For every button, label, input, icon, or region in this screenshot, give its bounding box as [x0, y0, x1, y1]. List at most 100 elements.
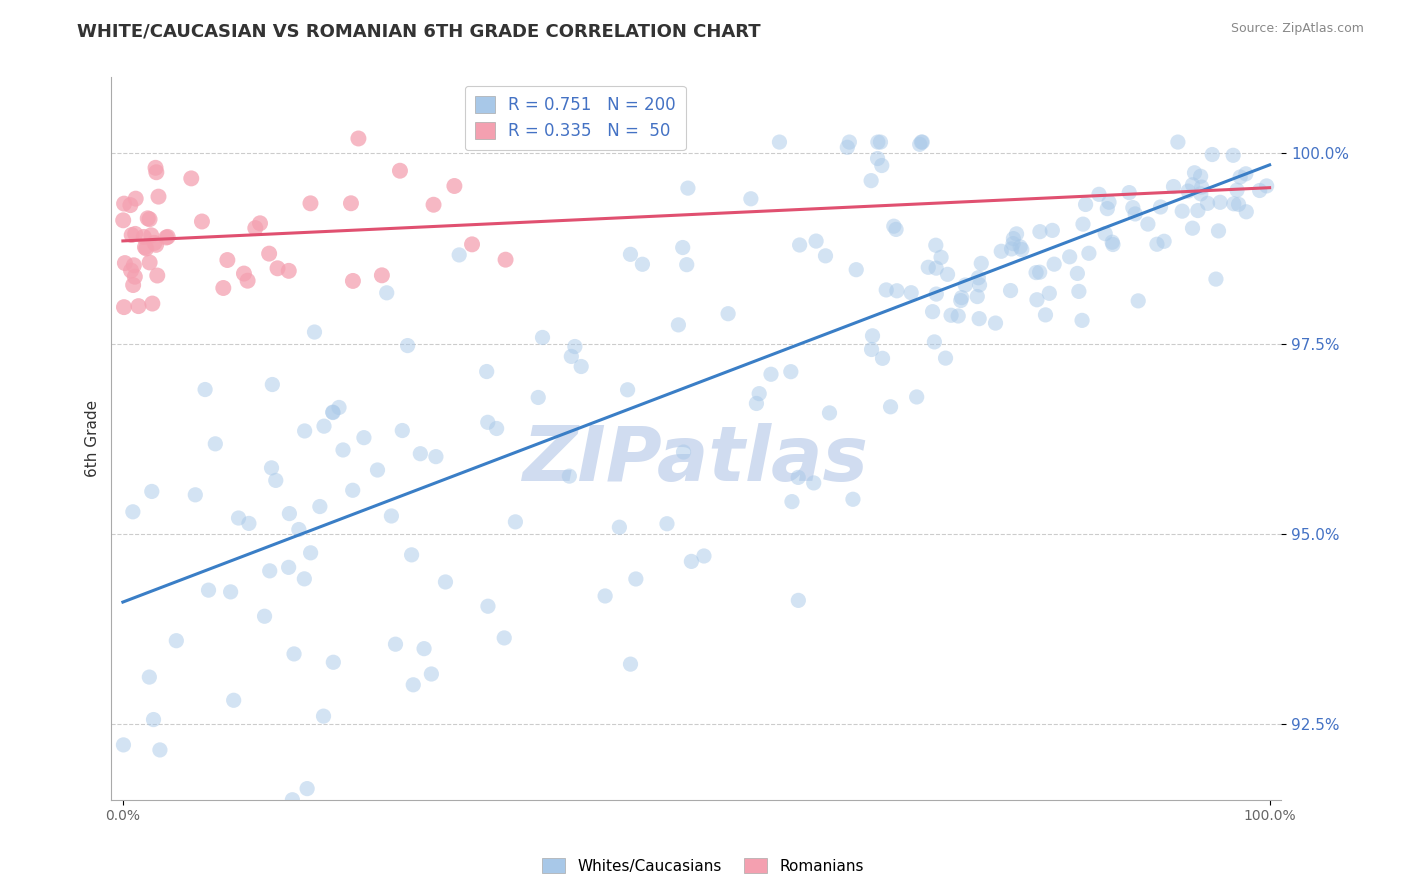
Point [1222, 148, 1244, 162]
Point [141, 484, 163, 499]
Point [966, 289, 988, 303]
Point [1227, 197, 1250, 211]
Point [443, 179, 465, 194]
Point [1191, 180, 1213, 194]
Point [238, 516, 260, 531]
Point [312, 709, 335, 723]
Text: WHITE/CAUCASIAN VS ROMANIAN 6TH GRADE CORRELATION CHART: WHITE/CAUCASIAN VS ROMANIAN 6TH GRADE CO… [77, 22, 761, 40]
Point [425, 450, 447, 464]
Point [1074, 197, 1097, 211]
Point [1002, 236, 1025, 251]
Point [842, 492, 865, 507]
Point [1094, 227, 1116, 241]
Point [292, 572, 315, 586]
Point [375, 285, 398, 300]
Point [780, 494, 803, 508]
Point [1071, 217, 1094, 231]
Point [422, 198, 444, 212]
Point [322, 655, 344, 669]
Point [236, 274, 259, 288]
Point [905, 390, 928, 404]
Point [146, 268, 169, 283]
Point [1208, 224, 1230, 238]
Point [194, 383, 217, 397]
Point [875, 283, 897, 297]
Point [384, 637, 406, 651]
Point [217, 253, 239, 268]
Point [257, 246, 280, 260]
Point [949, 293, 972, 308]
Point [262, 377, 284, 392]
Point [494, 631, 516, 645]
Point [925, 261, 948, 276]
Point [969, 277, 991, 292]
Point [1118, 186, 1140, 200]
Point [619, 657, 641, 672]
Point [124, 227, 146, 241]
Point [165, 633, 187, 648]
Point [228, 511, 250, 525]
Point [353, 431, 375, 445]
Point [366, 463, 388, 477]
Point [122, 505, 145, 519]
Point [127, 299, 149, 313]
Point [120, 198, 142, 212]
Point [155, 230, 177, 244]
Point [278, 507, 301, 521]
Point [112, 213, 135, 227]
Point [1181, 221, 1204, 235]
Point [125, 192, 148, 206]
Legend: Whites/Caucasians, Romanians: Whites/Caucasians, Romanians [536, 852, 870, 880]
Point [264, 474, 287, 488]
Point [347, 131, 370, 145]
Y-axis label: 6th Grade: 6th Grade [86, 400, 100, 477]
Point [380, 508, 402, 523]
Point [924, 334, 946, 349]
Point [1038, 286, 1060, 301]
Point [936, 268, 959, 282]
Point [745, 396, 768, 410]
Point [1123, 207, 1146, 221]
Point [288, 523, 311, 537]
Point [1066, 267, 1088, 281]
Point [1153, 235, 1175, 249]
Point [249, 216, 271, 230]
Point [925, 287, 948, 301]
Point [925, 238, 948, 252]
Point [569, 359, 592, 374]
Point [1000, 284, 1022, 298]
Point [121, 227, 143, 242]
Point [1171, 204, 1194, 219]
Point [142, 713, 165, 727]
Point [138, 670, 160, 684]
Point [845, 262, 868, 277]
Point [122, 278, 145, 293]
Point [1098, 195, 1121, 210]
Point [967, 311, 990, 326]
Point [1209, 195, 1232, 210]
Point [787, 470, 810, 484]
Point [869, 135, 891, 149]
Point [112, 738, 135, 752]
Point [1122, 201, 1144, 215]
Point [655, 516, 678, 531]
Point [1040, 223, 1063, 237]
Point [558, 469, 581, 483]
Point [149, 743, 172, 757]
Point [970, 256, 993, 270]
Point [477, 599, 499, 614]
Point [299, 196, 322, 211]
Point [391, 424, 413, 438]
Point [122, 258, 145, 272]
Point [1136, 217, 1159, 231]
Point [870, 159, 893, 173]
Point [527, 391, 550, 405]
Point [495, 252, 517, 267]
Point [1149, 200, 1171, 214]
Point [631, 257, 654, 271]
Point [1146, 237, 1168, 252]
Point [1026, 293, 1049, 307]
Point [948, 309, 970, 323]
Point [1035, 308, 1057, 322]
Point [138, 212, 160, 227]
